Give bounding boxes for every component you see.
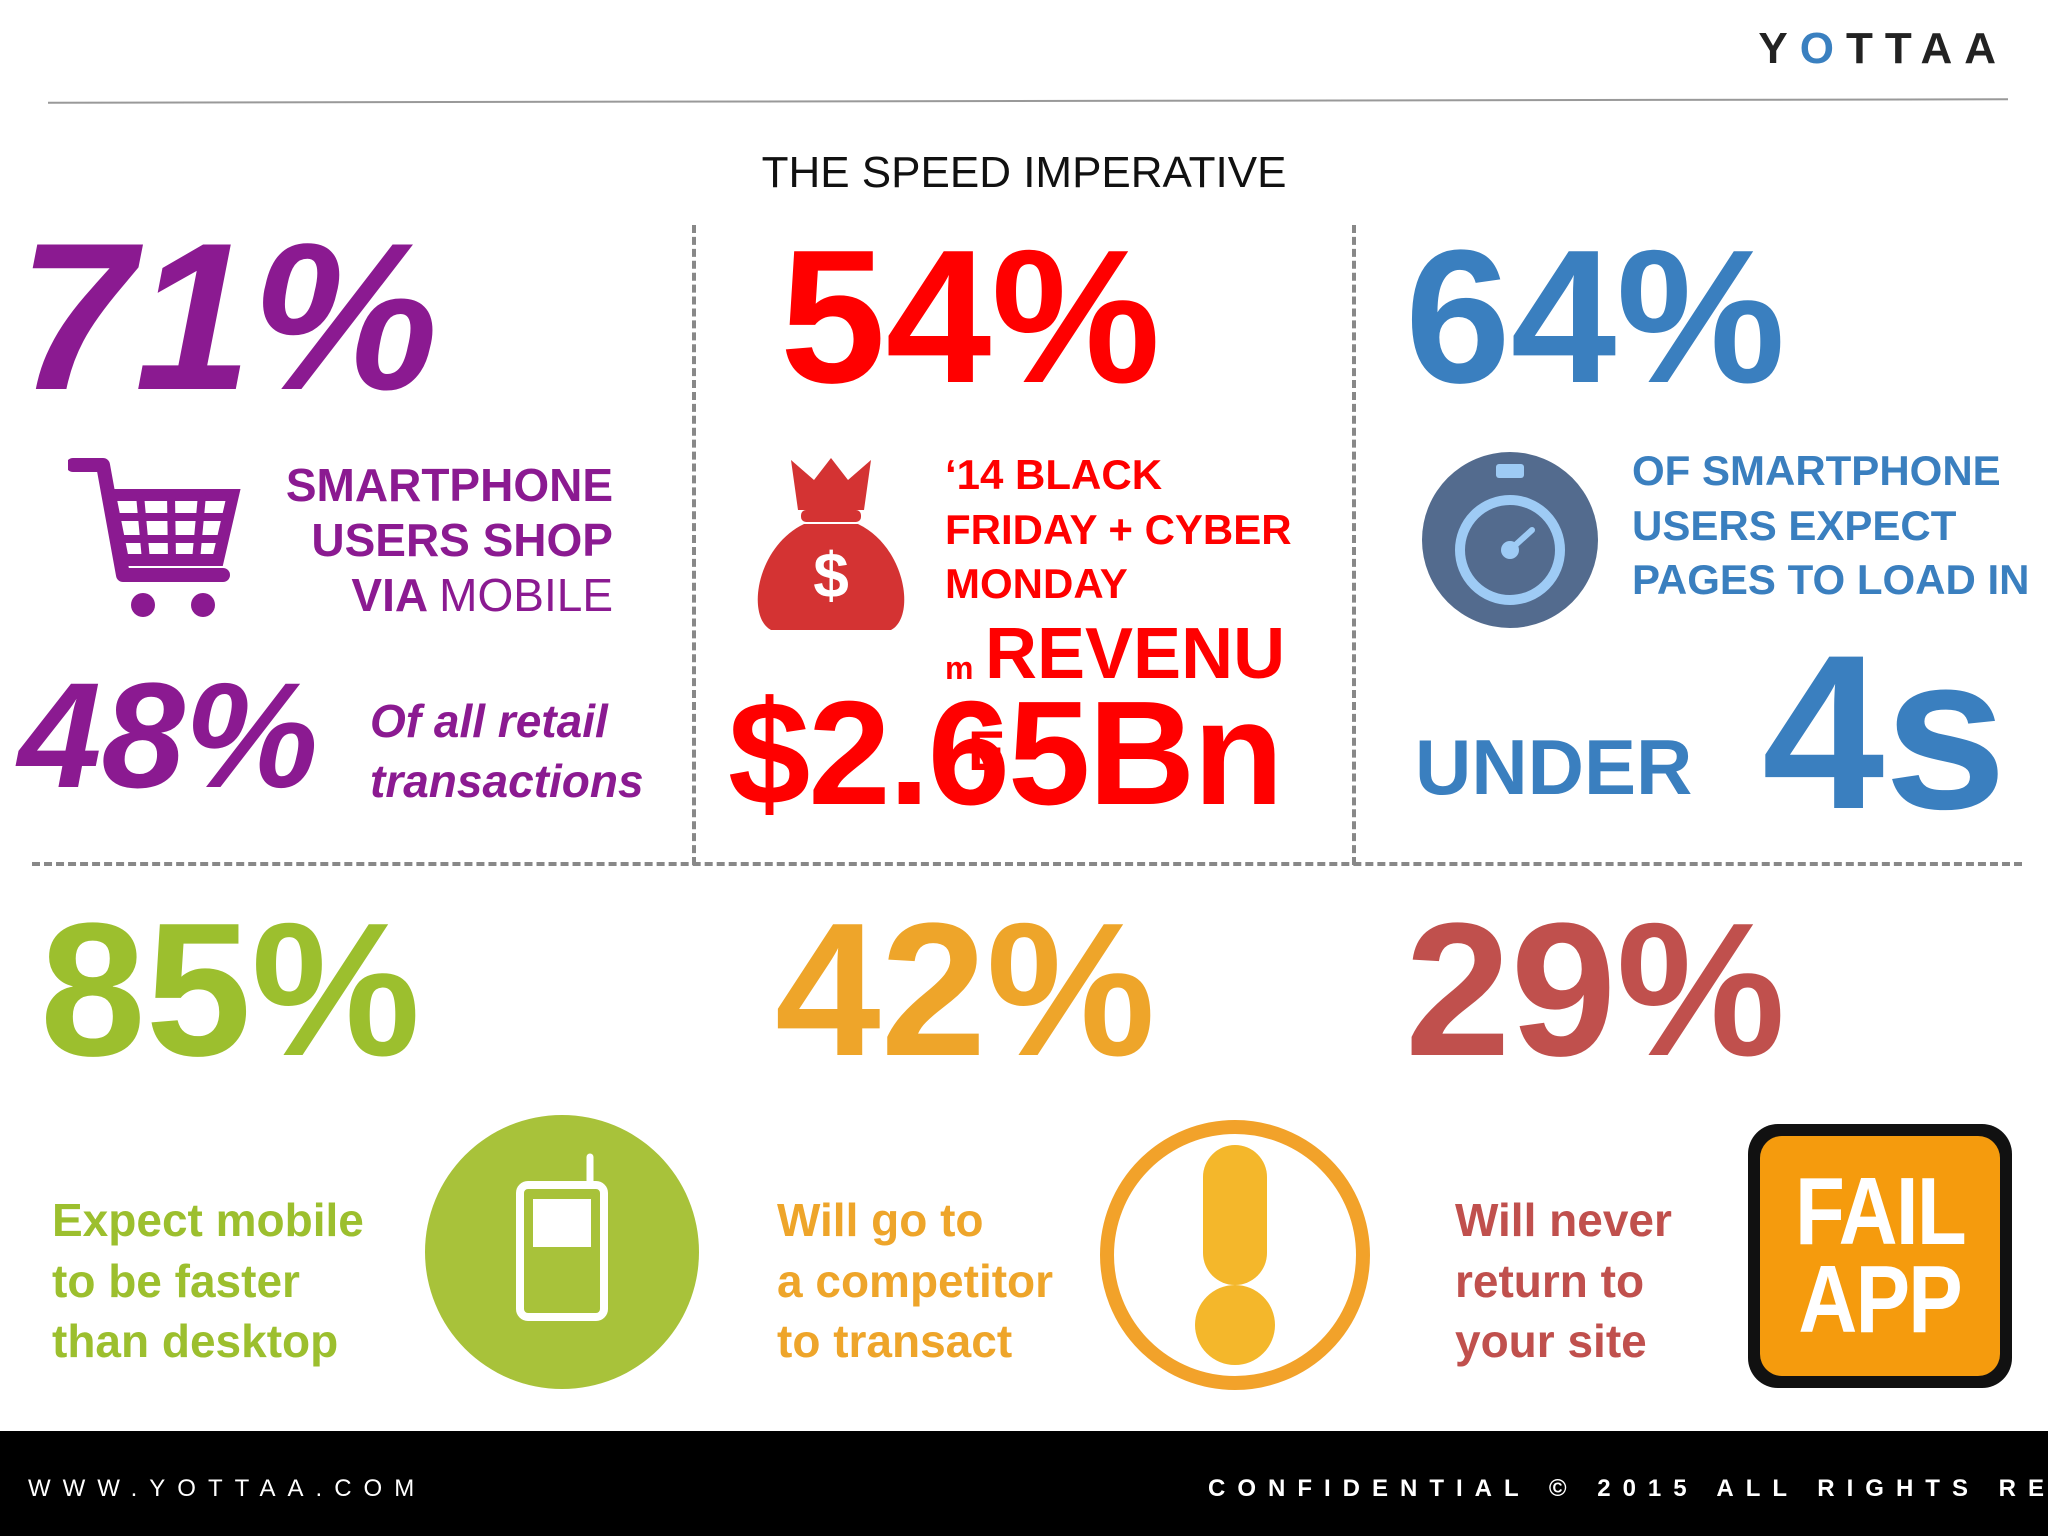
stat-71-value: 71% [18,199,439,434]
fail-app-icon: FAIL APP [1748,1124,2012,1388]
stat-85-label: Expect mobile to be faster than desktop [52,1194,364,1368]
stat-64-label: OF SMARTPHONE USERS EXPECT PAGES TO LOAD I… [1632,447,2030,604]
stat-71-label: SMARTPHONE USERS SHOP VIA MOBILE [285,459,613,622]
fail-app-line1: FAIL [1794,1157,1967,1265]
stat-48-label: Of all retail transactions [370,695,644,807]
money-bag-icon: $ [757,458,905,630]
divider-vertical-left [692,225,696,865]
stat-85-value: 85% [40,884,421,1096]
exclamation-icon [1100,1120,1370,1390]
revenue-amount: $2.65Bn [728,671,1284,836]
divider-vertical-right [1352,225,1356,865]
footer-website[interactable]: WWW.YOTTAA.COM [28,1475,427,1502]
page-title: THE SPEED IMPERATIVE [761,148,1287,197]
stopwatch-icon [1422,452,1598,628]
footer-bar [0,1431,2048,1536]
shopping-cart-icon [68,458,241,617]
stat-48-value: 48% [18,651,319,819]
time-value: 4s [1762,622,2007,842]
header-rule [47,98,2009,104]
footer-confidential: CONFIDENTIAL © 2015 ALL RIGHTS RESERVED [1208,1475,2048,1502]
revenue-label: REVENU [985,614,1286,694]
under-label: UNDER [1415,723,1693,811]
revenue-small-m: m [945,650,974,686]
yottaa-logo: YOTTAA [1758,24,2008,73]
stat-64-value: 64% [1405,211,1786,423]
fail-app-line2: APP [1798,1246,1963,1353]
stat-54-value: 54% [780,211,1161,423]
stat-42-label: Will go to a competitor to transact [777,1194,1054,1368]
stat-54-label: ‘14 BLACK FRIDAY + CYBER MONDAY [945,451,1292,608]
stat-42-value: 42% [775,884,1156,1096]
mobile-phone-icon [425,1115,699,1389]
stat-29-label: Will never return to your site [1455,1194,1672,1368]
stat-29-value: 29% [1405,884,1786,1096]
svg-text:$: $ [813,539,849,611]
divider-horizontal [32,862,2022,866]
revenue-small-e: E [968,719,1006,782]
